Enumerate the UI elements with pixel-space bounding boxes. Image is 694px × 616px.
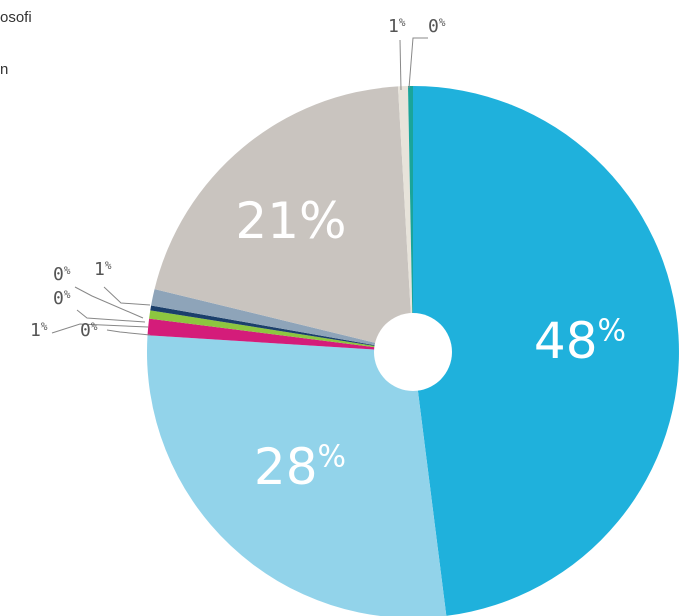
pie-slice-1: [147, 335, 447, 616]
pie-slice-5: [151, 289, 414, 352]
leader-line-5: [103, 286, 151, 306]
leader-line-4: [74, 286, 144, 319]
pie-center-hole: [374, 313, 452, 391]
slice-label-8: 0%: [428, 16, 446, 37]
slice-label-4: 0%: [53, 264, 71, 285]
legend-label-1: osofi: [0, 9, 32, 26]
slice-label-5: 1%: [94, 259, 112, 280]
leader-line-3: [76, 309, 146, 323]
pie-slice-2: [147, 318, 413, 352]
leader-line-2: [51, 323, 149, 334]
pie-slice-8: [407, 86, 413, 352]
leader-line-8: [408, 37, 428, 89]
slice-label-1: 28%: [254, 438, 346, 496]
leader-line-7: [399, 39, 402, 91]
slice-label-4: 0%: [80, 320, 98, 341]
pie-slice-6: [154, 86, 414, 353]
slice-label-7: 1%: [388, 16, 406, 37]
slice-label-6: 21%: [235, 192, 346, 250]
pie-slice-0: [413, 86, 679, 616]
pie-slice-3: [149, 310, 413, 352]
pie-slice-4: [150, 305, 413, 352]
slice-label-2: 1%: [30, 320, 48, 341]
slice-label-3: 0%: [53, 288, 71, 309]
pie-slice-7: [397, 86, 413, 353]
leader-line-4: [106, 329, 151, 336]
legend-label-2: n: [0, 61, 9, 78]
slice-label-0: 48%: [534, 312, 626, 370]
